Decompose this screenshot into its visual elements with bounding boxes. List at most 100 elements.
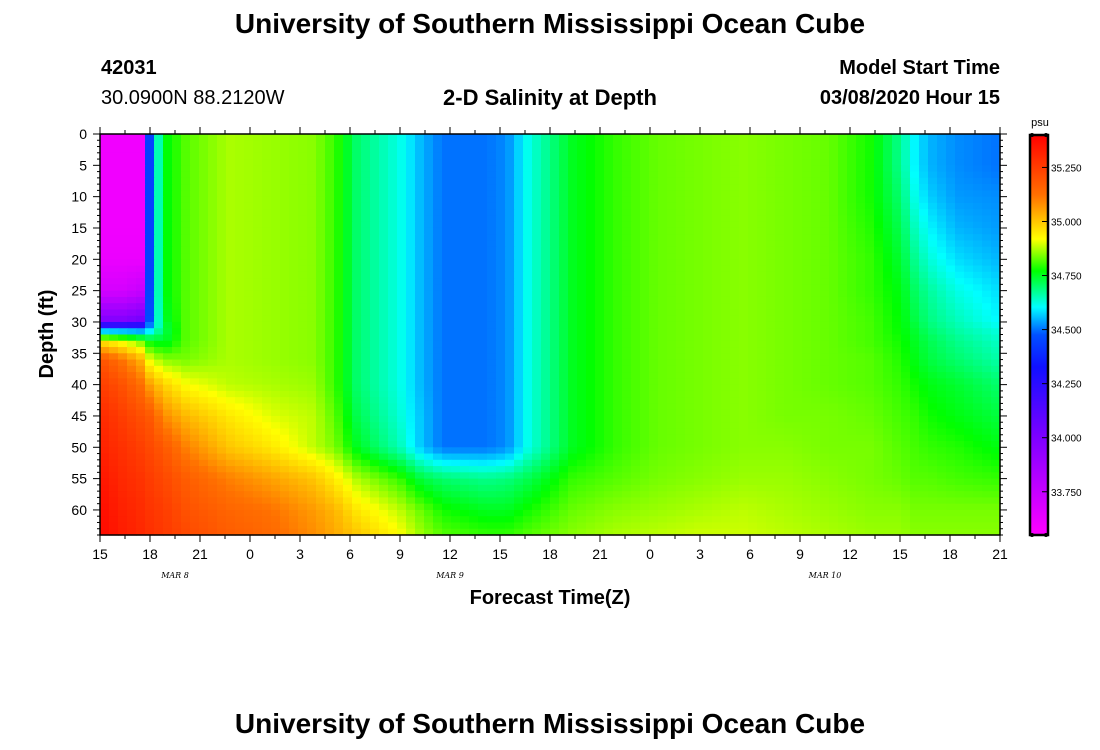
heatmap-cell — [595, 372, 605, 379]
heatmap-cell — [397, 353, 407, 361]
heatmap-cell — [910, 177, 920, 185]
heatmap-cell — [460, 209, 470, 217]
heatmap-cell — [118, 215, 128, 223]
heatmap-cell — [586, 334, 596, 342]
heatmap-cell — [451, 390, 461, 398]
heatmap-cell — [928, 434, 938, 442]
heatmap-cell — [910, 415, 920, 423]
heatmap-cell — [604, 328, 614, 336]
heatmap-cell — [676, 296, 686, 304]
heatmap-cell — [892, 347, 902, 354]
heatmap-cell — [379, 328, 389, 336]
heatmap-cell — [262, 184, 272, 191]
heatmap-cell — [559, 202, 569, 210]
heatmap-cell — [433, 202, 443, 210]
heatmap-cell — [181, 334, 191, 342]
heatmap-cell — [532, 378, 542, 386]
heatmap-cell — [568, 422, 578, 430]
heatmap-cell — [964, 347, 974, 354]
heatmap-cell — [703, 303, 713, 311]
heatmap-cell — [595, 253, 605, 260]
heatmap-cell — [136, 315, 146, 323]
heatmap-cell — [280, 296, 290, 304]
heatmap-cell — [559, 296, 569, 304]
heatmap-cell — [613, 372, 623, 379]
heatmap-cell — [631, 434, 641, 442]
heatmap-cell — [604, 202, 614, 210]
heatmap-cell — [730, 190, 740, 198]
heatmap-cell — [676, 171, 686, 179]
heatmap-cell — [676, 227, 686, 235]
heatmap-cell — [541, 215, 551, 223]
heatmap-cell — [487, 303, 497, 311]
heatmap-cell — [496, 177, 506, 185]
heatmap-cell — [523, 372, 533, 379]
heatmap-cell — [514, 403, 524, 411]
heatmap-cell — [343, 390, 353, 398]
heatmap-cell — [685, 403, 695, 411]
heatmap-cell — [397, 234, 407, 242]
heatmap-cell — [802, 202, 812, 210]
heatmap-cell — [154, 265, 164, 273]
heatmap-cell — [883, 284, 893, 292]
heatmap-cell — [955, 397, 965, 405]
heatmap-cell — [316, 221, 326, 229]
heatmap-cell — [280, 328, 290, 336]
heatmap-cell — [793, 441, 803, 448]
heatmap-cell — [784, 196, 794, 204]
heatmap-cell — [217, 278, 227, 285]
heatmap-cell — [712, 171, 722, 179]
heatmap-cell — [244, 159, 254, 166]
heatmap-cell — [973, 265, 983, 273]
heatmap-cell — [820, 171, 830, 179]
heatmap-cell — [568, 409, 578, 417]
heatmap-cell — [244, 221, 254, 229]
heatmap-cell — [424, 372, 434, 379]
heatmap-cell — [235, 209, 245, 217]
heatmap-cell — [478, 234, 488, 242]
heatmap-cell — [964, 397, 974, 405]
heatmap-cell — [604, 278, 614, 285]
heatmap-cell — [361, 353, 371, 361]
heatmap-cell — [163, 284, 173, 292]
heatmap-cell — [109, 428, 119, 436]
heatmap-cell — [370, 390, 380, 398]
heatmap-cell — [982, 309, 992, 317]
heatmap-cell — [217, 134, 227, 141]
heatmap-cell — [685, 334, 695, 342]
heatmap-cell — [460, 303, 470, 311]
heatmap-cell — [496, 409, 506, 417]
heatmap-cell — [280, 134, 290, 141]
heatmap-cell — [982, 397, 992, 405]
heatmap-cell — [559, 165, 569, 173]
heatmap-cell — [514, 384, 524, 392]
heatmap-cell — [730, 378, 740, 386]
heatmap-cell — [865, 171, 875, 179]
heatmap-cell — [352, 240, 362, 248]
heatmap-cell — [856, 152, 866, 160]
heatmap-cell — [469, 303, 479, 311]
heatmap-cell — [604, 246, 614, 254]
heatmap-cell — [100, 434, 110, 442]
heatmap-cell — [388, 278, 398, 285]
heatmap-cell — [982, 271, 992, 279]
heatmap-cell — [496, 441, 506, 448]
heatmap-cell — [784, 309, 794, 317]
heatmap-cell — [217, 359, 227, 367]
heatmap-cell — [451, 234, 461, 242]
heatmap-cell — [523, 221, 533, 229]
heatmap-cell — [244, 165, 254, 173]
heatmap-cell — [541, 165, 551, 173]
heatmap-cell — [793, 328, 803, 336]
heatmap-cell — [658, 353, 668, 361]
heatmap-cell — [280, 365, 290, 373]
heatmap-cell — [712, 441, 722, 448]
heatmap-cell — [478, 278, 488, 285]
heatmap-cell — [316, 309, 326, 317]
heatmap-cell — [415, 441, 425, 448]
heatmap-cell — [505, 397, 515, 405]
heatmap-cell — [577, 428, 587, 436]
heatmap-cell — [685, 259, 695, 267]
heatmap-cell — [280, 415, 290, 423]
heatmap-cell — [100, 234, 110, 242]
